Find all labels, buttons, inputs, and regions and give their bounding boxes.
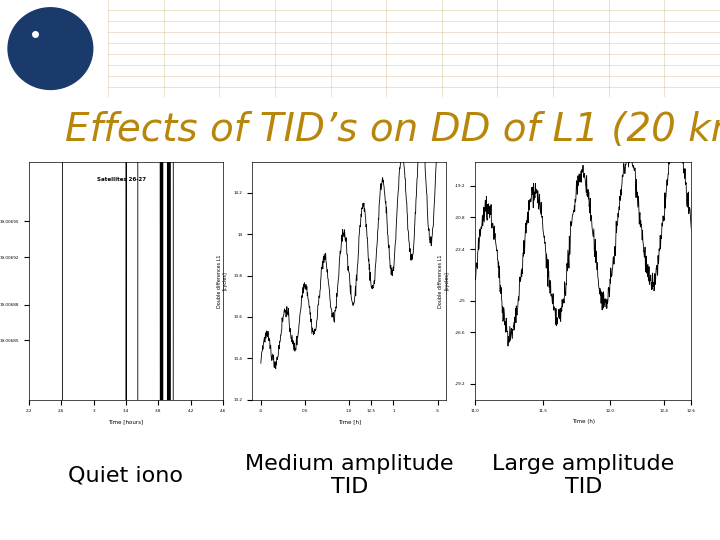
- Text: Quiet iono: Quiet iono: [68, 465, 184, 485]
- Text: Effects of TID’s on DD of L1 (20 km): Effects of TID’s on DD of L1 (20 km): [65, 111, 720, 148]
- X-axis label: Time (h): Time (h): [572, 419, 595, 424]
- X-axis label: Time [hours]: Time [hours]: [109, 419, 143, 424]
- X-axis label: Time [h]: Time [h]: [338, 419, 361, 424]
- Y-axis label: Double differences L1
[cycles]: Double differences L1 [cycles]: [438, 254, 449, 308]
- Y-axis label: Double differences L1
[cycles]: Double differences L1 [cycles]: [217, 254, 228, 308]
- Circle shape: [8, 8, 93, 90]
- Text: Satellites 26-27: Satellites 26-27: [96, 177, 146, 182]
- Text: Medium amplitude
TID: Medium amplitude TID: [245, 454, 454, 497]
- Text: Large amplitude
TID: Large amplitude TID: [492, 454, 675, 497]
